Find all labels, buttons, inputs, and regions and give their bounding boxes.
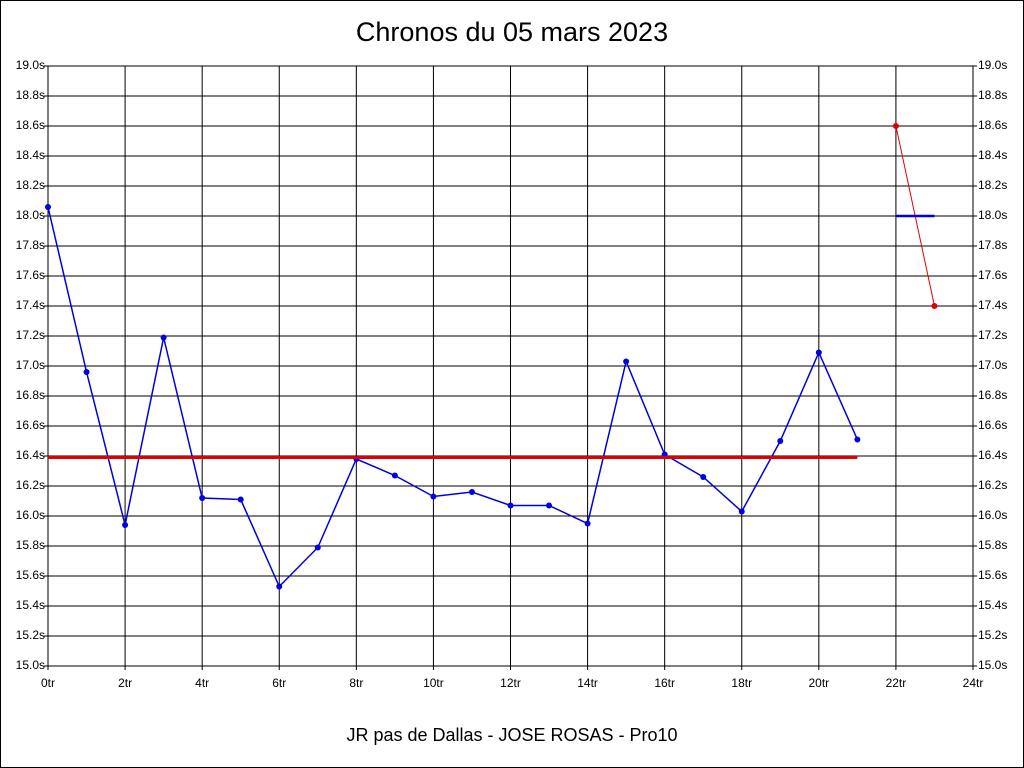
- y2-tick-label: 15.0s: [978, 658, 1007, 672]
- y2-tick-label: 15.4s: [978, 598, 1007, 612]
- data-point: [160, 334, 167, 341]
- y2-tick-label: 16.2s: [978, 478, 1007, 492]
- data-point: [391, 472, 398, 479]
- data-point: [468, 489, 475, 495]
- y-tick-label: 17.6s: [16, 268, 45, 282]
- y-tick-label: 17.2s: [16, 328, 45, 342]
- y2-tick-label: 16.4s: [978, 448, 1007, 462]
- y2-tick-label: 17.6s: [978, 268, 1007, 282]
- x-tick-label: 18tr: [731, 676, 752, 690]
- data-point: [430, 493, 437, 500]
- y2-tick-label: 18.0s: [978, 208, 1007, 222]
- y2-tick-label: 16.0s: [978, 508, 1007, 522]
- y-tick-label: 18.6s: [16, 118, 45, 132]
- data-point: [892, 123, 899, 129]
- y-tick-label: 15.8s: [16, 538, 45, 552]
- data-point: [815, 349, 822, 356]
- x-tick-label: 16tr: [654, 676, 675, 690]
- y2-tick-label: 17.2s: [978, 328, 1007, 342]
- y-tick-label: 16.6s: [16, 418, 45, 432]
- x-axis-label: JR pas de Dallas - JOSE ROSAS - Pro10: [346, 725, 677, 745]
- y-tick-label: 15.2s: [16, 628, 45, 642]
- y-tick-label: 15.4s: [16, 598, 45, 612]
- data-point: [122, 522, 129, 528]
- x-tick-label: 20tr: [808, 676, 829, 690]
- x-tick-label: 22tr: [886, 676, 907, 690]
- y2-tick-label: 15.2s: [978, 628, 1007, 642]
- plot-border: [47, 65, 974, 667]
- data-point: [584, 520, 591, 527]
- chart-title: Chronos du 05 mars 2023: [356, 17, 668, 47]
- data-point: [45, 204, 51, 210]
- y-tick-label: 16.0s: [16, 508, 45, 522]
- y2-tick-label: 18.6s: [978, 118, 1007, 132]
- y2-tick-label: 16.6s: [978, 418, 1007, 432]
- y2-tick-label: 18.2s: [978, 178, 1007, 192]
- data-point: [199, 495, 206, 501]
- x-tick-label: 0tr: [41, 676, 55, 690]
- x-tick-label: 6tr: [272, 676, 286, 690]
- y2-tick-label: 15.6s: [978, 568, 1007, 582]
- y-tick-label: 17.0s: [16, 358, 45, 372]
- data-point: [623, 358, 630, 365]
- y-tick-label: 18.4s: [16, 148, 45, 162]
- data-point: [83, 369, 90, 375]
- x-tick-label: 2tr: [118, 676, 132, 690]
- data-point: [507, 502, 514, 509]
- y-tick-label: 18.0s: [16, 208, 45, 222]
- y2-tick-label: 18.8s: [978, 88, 1007, 102]
- x-tick-label: 14tr: [577, 676, 598, 690]
- x-tick-label: 8tr: [349, 676, 363, 690]
- data-point: [237, 496, 244, 503]
- y-tick-label: 17.4s: [16, 298, 45, 312]
- y-tick-label: 16.8s: [16, 388, 45, 402]
- data-point: [777, 438, 784, 444]
- y-tick-label: 18.2s: [16, 178, 45, 192]
- data-point: [314, 544, 321, 551]
- y-tick-label: 16.2s: [16, 478, 45, 492]
- x-tick-label: 24tr: [963, 676, 984, 690]
- data-point: [546, 502, 553, 509]
- data-point: [931, 303, 938, 309]
- data-point: [854, 436, 861, 443]
- y2-tick-label: 17.4s: [978, 298, 1007, 312]
- y2-tick-label: 19.0s: [978, 58, 1007, 72]
- x-tick-label: 10tr: [423, 676, 444, 690]
- x-tick-label: 4tr: [195, 676, 209, 690]
- y-tick-label: 15.0s: [16, 658, 45, 672]
- y-tick-label: 17.8s: [16, 238, 45, 252]
- y2-tick-label: 15.8s: [978, 538, 1007, 552]
- y2-tick-label: 16.8s: [978, 388, 1007, 402]
- y2-tick-label: 17.0s: [978, 358, 1007, 372]
- x-tick-label: 12tr: [500, 676, 521, 690]
- y-tick-label: 18.8s: [16, 88, 45, 102]
- y-tick-label: 19.0s: [16, 58, 45, 72]
- y2-tick-label: 17.8s: [978, 238, 1007, 252]
- series-line: [47, 206, 859, 588]
- y-tick-label: 16.4s: [16, 448, 45, 462]
- data-point: [276, 583, 283, 590]
- y-tick-label: 15.6s: [16, 568, 45, 582]
- data-point: [700, 474, 707, 480]
- y2-tick-label: 18.4s: [978, 148, 1007, 162]
- data-point: [738, 508, 745, 515]
